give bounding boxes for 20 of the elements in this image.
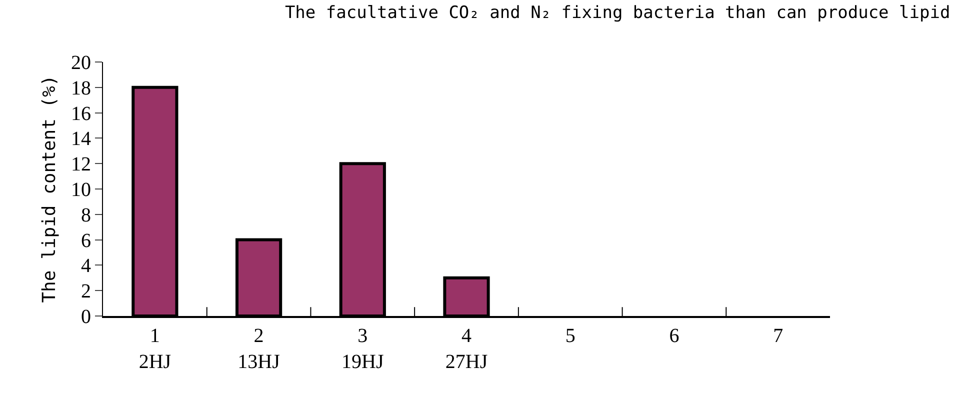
- y-tick-label: 16: [71, 102, 91, 125]
- y-axis-title: The lipid content (%): [39, 75, 60, 303]
- x-tick-label: 3 19HJ: [342, 325, 384, 373]
- y-tick-label: 4: [81, 255, 91, 278]
- x-tick-label: 6: [669, 325, 680, 347]
- y-tick-label: 12: [71, 154, 91, 176]
- x-tick-label: 1 2HJ: [138, 325, 172, 373]
- y-tick-label: 20: [71, 52, 91, 74]
- chart-title: The facultative CO₂ and N₂ fixing bacteria than can produce lipid: [284, 2, 950, 23]
- y-tick-label: 0: [81, 306, 91, 328]
- x-tick-label: 4 27HJ: [445, 325, 488, 373]
- x-tick-label: 5: [565, 325, 576, 347]
- x-tick-label: 2 13HJ: [238, 325, 280, 373]
- y-tick-label: 14: [71, 128, 91, 150]
- y-tick-label: 2: [81, 280, 91, 303]
- y-tick-label: 8: [81, 204, 91, 226]
- y-tick-label: 18: [71, 77, 91, 100]
- x-tick-label: 7: [773, 325, 784, 347]
- y-tick-label: 10: [71, 179, 91, 201]
- y-tick-label: 6: [81, 230, 91, 252]
